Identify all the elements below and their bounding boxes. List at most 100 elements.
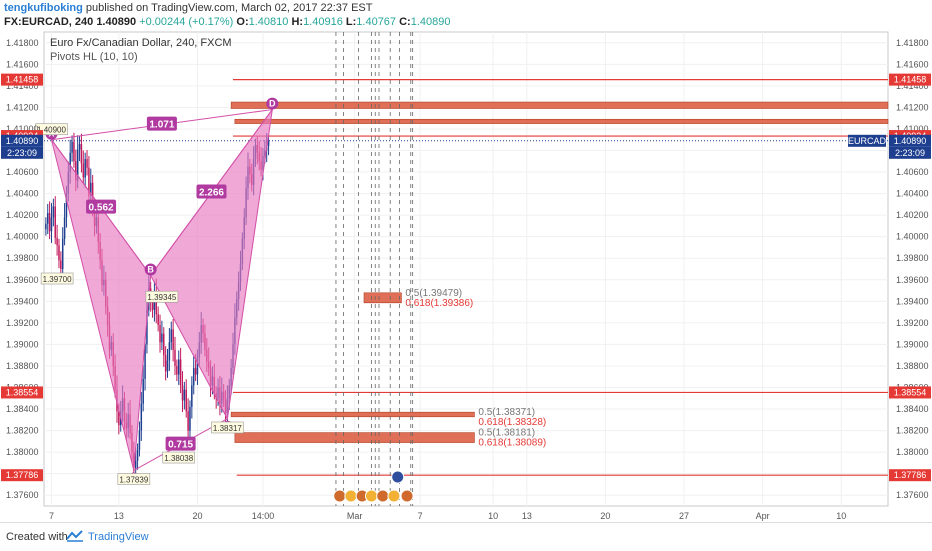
candle-body [166,360,169,372]
candle-body [73,141,75,162]
pivot-label-box [35,123,68,136]
zone-label-0.5: 0.5(1.39479) [405,288,462,299]
candle-body [71,141,73,153]
candle-body [45,223,47,230]
level-tag-right [889,386,931,399]
quote-line: FX:EURCAD, 240 1.40890 +0.00244 (+0.17%)… [4,16,450,28]
x-tick-label: 10 [836,511,846,521]
fib-zone [363,292,402,304]
y-tick-right: 1.38000 [896,447,929,457]
level-tag-right-text: 1.38554 [894,387,927,397]
y-tick-right: 1.41400 [896,81,929,91]
fib-zone [234,118,889,124]
pivot-label: 1.39700 [43,275,72,284]
candle-body [181,385,184,401]
candle-body [80,144,83,164]
candle-body [142,378,144,404]
close-value: 1.40890 [410,16,451,28]
pivot-label-box [40,272,74,285]
level-tag-left-text: 1.38554 [6,387,39,397]
publish-line: tengkufiboking published on TradingView.… [4,2,372,14]
level-tag-right [889,469,931,482]
pivot-label: 1.40900 [37,126,66,135]
price-chart[interactable]: 0.5(1.39479)0.618(1.39386)0.5(1.38371)0.… [0,30,932,522]
y-tick-left: 1.41200 [6,102,39,112]
x-tick-label: 20 [600,511,610,521]
fib-zone [230,101,889,109]
candle-body [58,245,60,261]
candle-body [189,406,191,431]
open-value: 1.40810 [248,16,289,28]
candle-body [146,309,148,345]
candle-body [61,238,64,269]
ratio-label: 0.715 [168,440,193,451]
pivot-label-box [145,290,179,303]
candle-body [164,355,167,372]
x-tick-label: 7 [49,511,54,521]
y-tick-right: 1.40000 [896,232,929,242]
candle-body [134,460,137,469]
y-tick-left: 1.39200 [6,318,39,328]
economic-event-icon [376,489,390,503]
zone-label-0.5: 0.5(1.38371) [478,407,535,418]
pattern-triangle-bcd [150,109,273,421]
fib-zone [234,432,475,443]
x-tick-label: Mar [347,511,363,521]
axes: 1.376001.376001.378001.378001.380001.380… [1,38,931,521]
candle-body [75,161,77,181]
x-tick-label: 27 [679,511,689,521]
pattern-point-label: D [269,99,276,109]
candle-body [54,206,56,238]
countdown-right-text: 2:23:09 [895,148,925,158]
current-price-tag-right-text: 1.40890 [894,136,927,146]
symbol-badge [848,134,886,147]
candle-body [136,449,139,461]
y-tick-left: 1.38000 [6,447,39,457]
countdown-right [889,146,931,159]
publish-header: tengkufiboking published on TradingView.… [0,0,932,30]
level-tag-left-text: 1.37786 [6,470,39,480]
candle-body [168,342,171,361]
y-tick-right: 1.40400 [896,189,929,199]
candle-body [140,403,143,431]
candle-body [267,140,270,147]
candle-body [187,411,189,431]
plot-frame [43,31,889,507]
pivot-label-box [117,473,151,485]
y-tick-right: 1.39600 [896,275,929,285]
tradingview-brand[interactable]: TradingView [88,531,149,543]
candle-body [179,359,182,386]
pivot-label: 1.38317 [213,424,242,433]
current-price-tag-right [889,134,931,147]
x-tick-label: 20 [192,511,202,521]
high-label: H: [291,16,304,28]
y-tick-left: 1.37600 [6,490,39,500]
y-tick-right: 1.40200 [896,210,929,220]
y-tick-left: 1.41400 [6,81,39,91]
economic-event-icon [364,489,378,503]
candle-body [191,385,193,407]
candle-body [185,389,187,412]
zone-label-0.5: 0.5(1.38181) [478,428,535,439]
y-tick-right: 1.41200 [896,102,929,112]
level-tag-left [1,386,43,399]
pattern-point-marker [144,263,157,276]
y-tick-left: 1.40000 [6,232,39,242]
fib-zone [230,411,475,418]
y-tick-left: 1.40200 [6,210,39,220]
author-link[interactable]: tengkufiboking [4,2,83,14]
candle-body [46,212,49,224]
candle-body [138,430,141,450]
candle-body [183,389,186,401]
candle-body [155,292,158,315]
y-tick-right: 1.39200 [896,318,929,328]
vertical-dashed-lines [333,32,414,506]
level-tag-left [1,73,43,86]
ratio-badge [86,199,117,214]
y-tick-left: 1.38800 [6,361,39,371]
candle-body [69,152,71,173]
pivot-label-box [211,421,244,434]
high-value: 1.40916 [303,16,343,28]
candle-body [118,411,120,426]
current-price-tag-left-text: 1.40890 [6,136,39,146]
